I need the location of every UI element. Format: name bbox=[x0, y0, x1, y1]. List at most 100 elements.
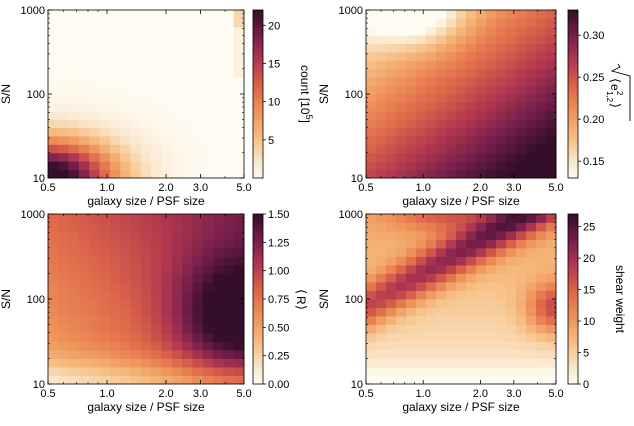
heatmap-cell bbox=[386, 77, 397, 86]
heatmap-cell bbox=[506, 248, 517, 257]
colorbar-segment bbox=[253, 29, 263, 33]
heatmap-cell bbox=[68, 222, 80, 232]
colorbar-tick-label: 0.30 bbox=[583, 30, 604, 42]
colorbar-label: ⟨e21,2⟩ bbox=[605, 63, 631, 121]
heatmap-cell bbox=[456, 341, 467, 351]
heatmap-cell bbox=[416, 341, 427, 351]
colorbar-segment bbox=[253, 273, 263, 277]
colorbar-segment bbox=[568, 68, 578, 73]
heatmap-cell bbox=[516, 161, 527, 170]
colorbar-segment bbox=[253, 231, 263, 235]
heatmap-cell bbox=[48, 60, 59, 70]
heatmap-cell bbox=[171, 316, 183, 325]
heatmap-cell bbox=[486, 256, 497, 266]
heatmap-cell bbox=[161, 316, 173, 325]
heatmap-cell bbox=[376, 35, 387, 44]
heatmap-cell bbox=[476, 290, 487, 300]
heatmap-cell bbox=[476, 169, 487, 179]
heatmap-cell bbox=[526, 26, 537, 36]
heatmap-cell bbox=[456, 144, 467, 154]
heatmap-cell bbox=[89, 169, 100, 179]
heatmap-cell bbox=[516, 144, 527, 154]
heatmap-cell bbox=[406, 231, 417, 240]
y-tick-label: 10 bbox=[33, 379, 45, 391]
heatmap-cell bbox=[446, 26, 457, 36]
heatmap-cell bbox=[536, 231, 547, 240]
heatmap-cell bbox=[58, 333, 70, 342]
heatmap-cell bbox=[456, 239, 467, 249]
heatmap-cell bbox=[233, 35, 245, 44]
heatmap-cell bbox=[486, 127, 497, 137]
heatmap-cell bbox=[466, 136, 477, 145]
heatmap-cell bbox=[516, 152, 527, 162]
heatmap-cell bbox=[192, 102, 204, 112]
colorbar-segment bbox=[568, 321, 578, 325]
heatmap-cell bbox=[426, 350, 437, 359]
heatmap-cell bbox=[182, 350, 193, 359]
colorbar-segment bbox=[253, 284, 263, 289]
colorbar-segment bbox=[568, 80, 578, 84]
colorbar-segment bbox=[568, 144, 578, 148]
heatmap-cell bbox=[130, 214, 142, 223]
heatmap-cell bbox=[78, 299, 90, 308]
heatmap-cell bbox=[396, 127, 407, 137]
heatmap-cell bbox=[171, 26, 183, 36]
heatmap-cell bbox=[213, 161, 224, 170]
heatmap-cell bbox=[366, 239, 377, 249]
colorbar-segment bbox=[253, 105, 263, 109]
heatmap-cell bbox=[506, 94, 517, 103]
heatmap-cell bbox=[546, 265, 557, 274]
heatmap-cell bbox=[376, 333, 387, 342]
heatmap-cell bbox=[436, 127, 447, 137]
heatmap-cell bbox=[546, 136, 557, 145]
heatmap-cell bbox=[109, 144, 121, 154]
colorbar-segment bbox=[253, 161, 263, 165]
heatmap-cell bbox=[233, 119, 245, 128]
heatmap-cell bbox=[130, 265, 142, 274]
heatmap-cell bbox=[99, 367, 111, 376]
heatmap-cell bbox=[223, 10, 235, 19]
heatmap-cell bbox=[436, 119, 447, 128]
heatmap-cell bbox=[171, 324, 183, 334]
heatmap-cell bbox=[99, 299, 111, 308]
heatmap-cell bbox=[396, 85, 407, 95]
heatmap-cell bbox=[182, 60, 193, 70]
heatmap-cell bbox=[171, 256, 183, 266]
heatmap-cell bbox=[496, 152, 507, 162]
colorbar-segment bbox=[568, 333, 578, 337]
heatmap-cell bbox=[526, 350, 537, 359]
heatmap-cell bbox=[120, 10, 131, 19]
x-tick-label: 3.0 bbox=[193, 182, 208, 194]
heatmap-cell bbox=[120, 231, 131, 240]
heatmap-cell bbox=[68, 68, 80, 78]
colorbar-segment bbox=[253, 239, 263, 243]
colorbar-segment bbox=[253, 242, 263, 246]
heatmap-cell bbox=[486, 239, 497, 249]
heatmap-cell bbox=[426, 52, 437, 61]
colorbar-segment bbox=[253, 225, 263, 229]
heatmap-cell bbox=[436, 307, 447, 317]
heatmap-cell bbox=[202, 256, 214, 266]
colorbar-label-end: ] bbox=[298, 120, 312, 123]
heatmap-cell bbox=[130, 127, 142, 137]
heatmap-cell bbox=[130, 231, 142, 240]
colorbar-segment bbox=[568, 310, 578, 314]
colorbar-segment bbox=[253, 57, 263, 61]
heatmap-cell bbox=[161, 239, 173, 249]
heatmap-cell bbox=[386, 18, 397, 28]
heatmap-cell bbox=[120, 94, 131, 103]
heatmap-cell bbox=[171, 119, 183, 128]
heatmap-cell bbox=[376, 18, 387, 28]
heatmap-cell bbox=[486, 144, 497, 154]
heatmap-cell bbox=[171, 273, 183, 283]
heatmap-cell bbox=[466, 239, 477, 249]
heatmap-cell bbox=[48, 333, 59, 342]
colorbar-segment bbox=[568, 152, 578, 157]
heatmap-cell bbox=[496, 231, 507, 240]
heatmap-cell bbox=[456, 265, 467, 274]
heatmap-cell bbox=[140, 350, 152, 359]
heatmap-cell bbox=[426, 85, 437, 95]
heatmap-cell bbox=[99, 94, 111, 103]
colorbar-segment bbox=[568, 225, 578, 229]
heatmap-cell bbox=[151, 169, 162, 179]
